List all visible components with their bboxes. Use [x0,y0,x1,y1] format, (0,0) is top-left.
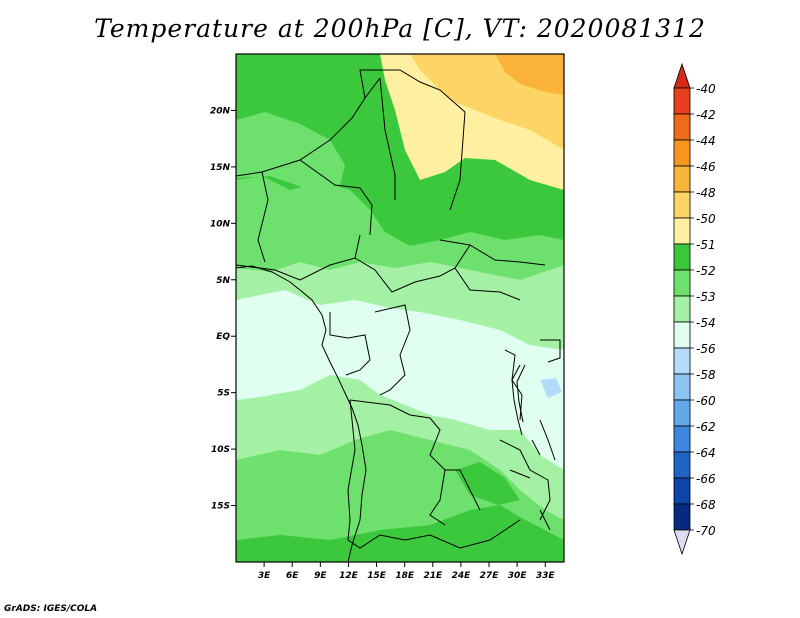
colorbar-label: -53 [696,290,716,304]
colorbar-swatch [673,87,691,115]
colorbar-swatch [673,165,691,193]
lat-tick-label: 5S [217,389,230,399]
lon-tick-label: 3E [258,571,271,581]
field-band-46 [495,54,564,95]
coastline [236,265,367,562]
map-title: Temperature at 200hPa [C], VT: 202008131… [94,14,706,43]
temperature-field [236,54,564,562]
colorbar-swatch [673,399,691,427]
lon-tick-label: 18E [395,571,415,581]
lat-tick-label: 10S [211,445,230,455]
lon-tick-label: 12E [339,571,359,581]
longitude-axis: 3E 6E 9E 12E 15E 18E 21E 24E 27E 30E 33E [258,562,556,581]
colorbar-label: -48 [696,186,716,200]
lat-tick-label: 5N [216,276,230,286]
colorbar-label: -56 [696,342,716,356]
lon-tick-label: 21E [423,571,443,581]
country-borders [236,69,561,562]
border-lines-north [236,69,466,263]
colorbar-label: -62 [696,420,716,434]
colorbar-bottom-arrow [673,529,691,556]
colorbar-swatch [673,347,691,375]
colorbar-swatch [673,373,691,401]
colorbar: -40 -42 -44 -46 -48 -50 -51 -52 -53 -54 -56 -58 -60 -… [673,62,716,556]
colorbar-swatch [673,425,691,453]
colorbar-swatch [673,191,691,219]
colorbar-label: -46 [696,160,716,174]
colorbar-label: -60 [696,394,716,408]
colorbar-label: -64 [696,446,716,460]
colorbar-label: -68 [696,498,716,512]
colorbar-label: -52 [696,264,716,278]
field-band-56 [540,378,562,398]
lon-tick-label: 15E [367,571,387,581]
colorbar-label: -44 [696,134,716,148]
colorbar-label: -42 [696,108,716,122]
field-band-51-southeast [455,462,520,505]
colorbar-swatch [673,321,691,349]
colorbar-top-arrow [673,62,691,89]
grads-credit: GrADS: IGES/COLA [4,604,98,614]
border-lines-south [347,339,561,549]
colorbar-label: -66 [696,472,716,486]
colorbar-swatch [673,477,691,505]
colorbar-swatch [673,295,691,323]
map-frame [235,53,565,563]
lat-tick-label: 15N [210,163,231,173]
lat-tick-label: EQ [216,332,230,342]
colorbar-label: -40 [696,82,716,96]
lon-tick-label: 30E [508,571,528,581]
colorbar-label: -50 [696,212,716,226]
lon-tick-label: 24E [452,571,472,581]
lat-tick-label: 10N [210,219,231,229]
lon-tick-label: 6E [286,571,299,581]
colorbar-swatch [673,503,691,531]
lon-tick-label: 33E [536,571,556,581]
colorbar-label: -58 [696,368,716,382]
colorbar-swatch [673,113,691,141]
colorbar-swatch [673,451,691,479]
lon-tick-label: 27E [480,571,500,581]
border-lines-central [236,234,546,396]
colorbar-swatch [673,139,691,167]
latitude-axis: 20N 15N 10N 5N EQ 5S 10S 15S [210,106,236,512]
colorbar-label: -70 [696,524,716,538]
lat-tick-label: 15S [211,502,230,512]
lake-outlines [509,364,556,531]
colorbar-label: -54 [696,316,716,330]
field-band-52-northwest [236,112,345,188]
lon-tick-label: 9E [314,571,327,581]
lat-tick-label: 20N [210,106,231,116]
colorbar-swatch [673,243,691,271]
colorbar-swatch [673,217,691,245]
field-band-51-south [236,505,564,562]
colorbar-label: -51 [696,238,716,252]
colorbar-swatch [673,269,691,297]
